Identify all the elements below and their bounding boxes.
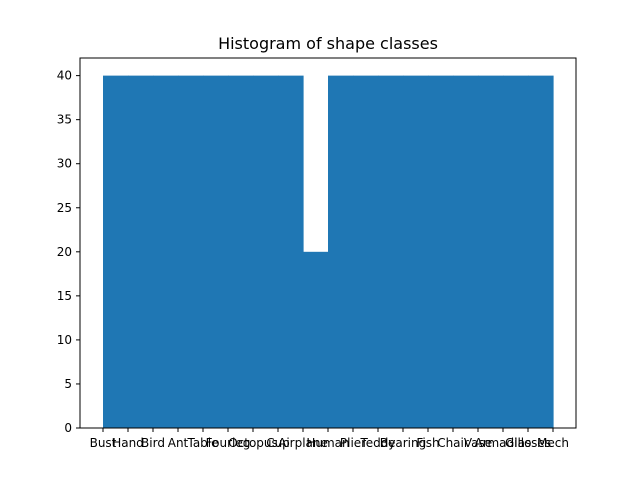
y-tick-label: 35 xyxy=(57,113,72,127)
bar-chair xyxy=(453,75,479,428)
x-tick-label: Fourleg xyxy=(206,436,251,450)
bar-teddy xyxy=(378,75,404,428)
x-tick-label: Armadillo xyxy=(475,436,532,450)
bar-glasses xyxy=(528,75,554,428)
bar-table xyxy=(203,75,229,428)
y-tick-label: 5 xyxy=(64,377,72,391)
y-tick-label: 0 xyxy=(64,421,72,435)
chart-title: Histogram of shape classes xyxy=(218,34,438,53)
x-tick-label: Chair xyxy=(437,436,469,450)
bar-octopus xyxy=(253,75,279,428)
bar-vase xyxy=(478,75,504,428)
x-tick-label: Mech xyxy=(537,436,569,450)
x-tick-label: Airplane xyxy=(278,436,328,450)
x-tick-label: Bearing xyxy=(380,436,426,450)
y-tick-label: 10 xyxy=(57,333,72,347)
bar-cup xyxy=(278,75,304,428)
y-tick-label: 40 xyxy=(57,69,72,83)
x-tick-label: Vase xyxy=(464,436,492,450)
bar-hand xyxy=(128,75,154,428)
x-tick-label: Human xyxy=(306,436,349,450)
bar-fish xyxy=(428,75,454,428)
x-tick-label: Glasses xyxy=(505,436,551,450)
bar-armadillo xyxy=(503,75,529,428)
plot-frame xyxy=(79,57,577,429)
bar-bust xyxy=(103,75,129,428)
bars-group xyxy=(103,75,554,428)
bar-bird xyxy=(153,75,179,428)
x-tick-label: Bird xyxy=(141,436,165,450)
x-tick-label: Table xyxy=(186,436,218,450)
x-tick-label: Hand xyxy=(112,436,144,450)
x-tick-label: Fish xyxy=(416,436,439,450)
y-tick-label: 20 xyxy=(57,245,72,259)
bar-fourleg xyxy=(228,75,254,428)
bar-human xyxy=(328,75,354,428)
bar-airplane xyxy=(303,251,329,428)
y-tick-label: 25 xyxy=(57,201,72,215)
bar-bearing xyxy=(403,75,429,428)
x-tick-label: Cup xyxy=(266,436,290,450)
x-tick-label: Bust xyxy=(90,436,117,450)
y-axis: 0 5 10 15 20 25 30 35 40 xyxy=(57,69,80,435)
x-tick-label: Octopus xyxy=(228,436,278,450)
x-tick-label: Teddy xyxy=(359,436,395,450)
x-tick-label: Ant xyxy=(168,436,189,450)
x-tick-label: Plier xyxy=(340,436,366,450)
y-tick-label: 30 xyxy=(57,157,72,171)
bar-plier xyxy=(353,75,379,428)
y-tick-label: 15 xyxy=(57,289,72,303)
bar-ant xyxy=(178,75,204,428)
